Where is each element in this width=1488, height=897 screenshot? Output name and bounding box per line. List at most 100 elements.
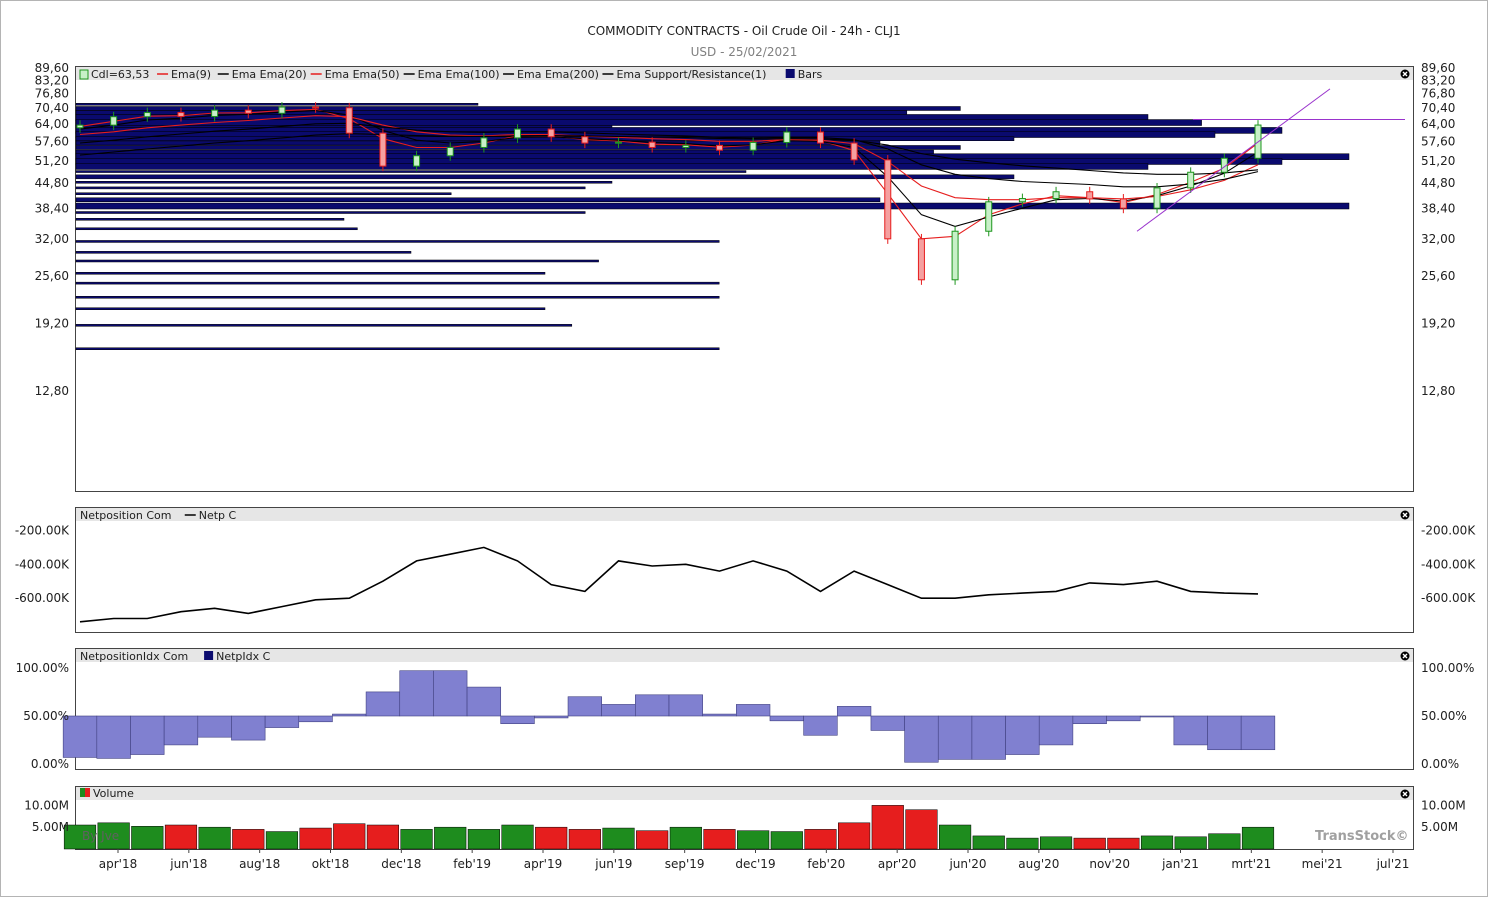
- candle-body: [345, 107, 353, 134]
- netpos-tick-left: -600.00K: [15, 591, 70, 605]
- volume-bar: [501, 824, 534, 850]
- candle-body: [312, 106, 320, 109]
- price-tick-left: 70,40: [35, 101, 69, 115]
- netidx-bar: [1240, 715, 1276, 751]
- x-axis-label: nov'20: [1089, 857, 1130, 871]
- volume-tick-left: 5.00M: [32, 820, 69, 834]
- volume-by-price-bar: [75, 227, 358, 231]
- candle-body: [480, 137, 488, 148]
- volume-bar: [737, 830, 770, 850]
- candle-body: [783, 131, 791, 143]
- price-tick-left: 25,60: [35, 269, 69, 283]
- price-tick-left: 64,00: [35, 117, 69, 131]
- price-tick-right: 57,60: [1421, 134, 1455, 148]
- volume-by-price-bar: [75, 174, 1015, 180]
- legend-label: Ema Ema(200): [517, 68, 599, 81]
- x-axis-label: aug'18: [239, 857, 280, 871]
- volume-by-price-bar: [75, 192, 452, 195]
- volume-bar: [1073, 837, 1106, 850]
- netidx-bar: [399, 670, 434, 717]
- volume-bar: [63, 824, 97, 850]
- volume-bar: [1174, 836, 1207, 850]
- netidx-tick-right: 100.00%: [1421, 661, 1474, 675]
- x-axis-label: apr'20: [878, 857, 916, 871]
- netpos-close-icon[interactable]: [1400, 510, 1410, 520]
- netidx-tick-left: 100.00%: [16, 661, 69, 675]
- x-axis-label: apr'19: [524, 857, 562, 871]
- candle-body: [278, 106, 286, 114]
- volume-by-price-bar: [75, 181, 613, 184]
- price-tick-left: 38,40: [35, 202, 69, 216]
- price-tick-right: 12,80: [1421, 384, 1455, 398]
- volume-bar: [366, 824, 399, 850]
- volume-bar: [333, 823, 366, 850]
- netidx-bar: [601, 704, 636, 717]
- netidx-bar: [433, 670, 468, 717]
- candle-body: [514, 128, 522, 139]
- legend-volume-up-icon: [80, 788, 85, 797]
- ema-line-ema50: [79, 115, 1259, 201]
- price-close-icon[interactable]: [1400, 69, 1410, 79]
- x-axis-label: sep'19: [665, 857, 705, 871]
- price-tick-left: 44,80: [35, 176, 69, 190]
- volume-close-icon[interactable]: [1400, 789, 1410, 799]
- volume-by-price-bar: [75, 186, 586, 190]
- volume-by-price-bar: [75, 106, 961, 111]
- price-tick-right: 25,60: [1421, 269, 1455, 283]
- netidx-bar: [1005, 715, 1040, 755]
- volume-bar: [636, 830, 669, 850]
- price-tick-right: 38,40: [1421, 202, 1455, 216]
- volume-by-price-bar: [75, 347, 720, 350]
- ema-line-ema100: [79, 122, 1259, 188]
- netidx-bar: [769, 715, 804, 722]
- netidx-bar: [870, 715, 905, 731]
- legend-label: Ema Support/Resistance(1): [616, 68, 766, 81]
- volume-by-price-bar: [75, 145, 961, 150]
- candle-body: [648, 141, 656, 148]
- netidx-bar: [836, 706, 872, 717]
- candle-body: [1187, 171, 1195, 189]
- candle-body: [884, 159, 892, 240]
- netposition-line: [79, 546, 1259, 623]
- price-tick-left: 19,20: [35, 317, 69, 331]
- netidx-bar: [62, 715, 98, 758]
- price-tick-left: 89,60: [35, 61, 69, 75]
- volume-bar: [1006, 837, 1039, 850]
- candle-body: [985, 201, 993, 232]
- volume-bar: [770, 831, 803, 850]
- netidx-tick-left: 0.00%: [31, 757, 69, 771]
- netpos-panel: [75, 507, 1414, 633]
- x-axis-label: mrt'21: [1231, 857, 1271, 871]
- price-tick-left: 12,80: [35, 384, 69, 398]
- price-tick-right: 51,20: [1421, 154, 1455, 168]
- price-tick-left: 51,20: [35, 154, 69, 168]
- netidx-bar: [130, 715, 165, 755]
- legend-label: NetpIdx C: [216, 650, 271, 663]
- volume-by-price-bar: [75, 119, 1202, 126]
- volume-by-price-bar: [75, 281, 720, 285]
- netidx-bar: [803, 715, 838, 736]
- legend-box-icon: [785, 69, 795, 78]
- legend-candle-icon: [79, 69, 89, 80]
- volume-by-price-bar: [75, 140, 881, 146]
- watermark: TransStock©: [1315, 829, 1408, 844]
- volume-bar: [131, 826, 164, 850]
- x-axis-label: mei'21: [1302, 857, 1343, 871]
- candle-body: [1086, 191, 1094, 200]
- netidx-bar: [96, 715, 131, 759]
- x-axis-label: dec'18: [381, 857, 421, 871]
- chart-title: COMMODITY CONTRACTS - Oil Crude Oil - 24…: [587, 24, 901, 38]
- netidx-bar: [332, 713, 367, 717]
- volume-legend-bar: [76, 787, 1413, 800]
- netpos-tick-left: -400.00K: [15, 557, 70, 571]
- price-tick-right: 44,80: [1421, 176, 1455, 190]
- volume-by-price-bar: [75, 240, 720, 243]
- x-axis-label: jun'18: [169, 857, 207, 871]
- candle-body: [1220, 157, 1228, 173]
- netidx-close-icon[interactable]: [1400, 651, 1410, 661]
- volume-bar: [1208, 833, 1241, 850]
- netidx-tick-right: 0.00%: [1421, 757, 1459, 771]
- candle-body: [850, 142, 858, 161]
- legend-label: Netposition Com: [80, 509, 172, 522]
